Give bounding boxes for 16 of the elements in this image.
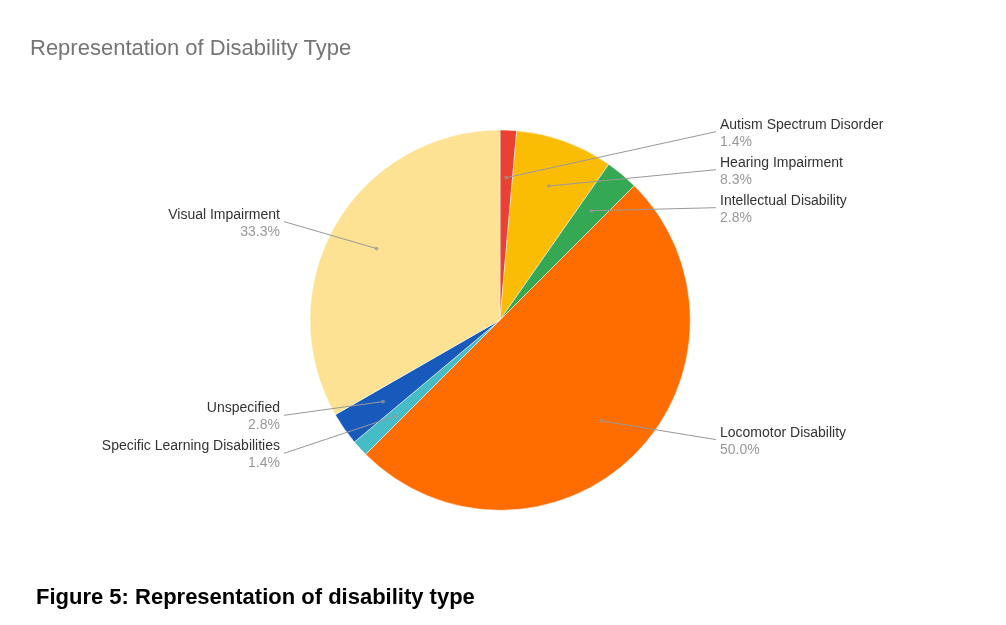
- data-label: 2.8%: [720, 208, 752, 225]
- chart-title: Representation of Disability Type: [30, 35, 352, 60]
- slice-label: Autism Spectrum Disorder: [720, 115, 884, 132]
- data-label: 2.8%: [248, 416, 280, 433]
- data-label: 8.3%: [720, 170, 752, 187]
- slice-label: Unspecified: [206, 399, 280, 416]
- slice-label: Specific Learning Disabilities: [101, 437, 280, 454]
- data-label: 1.4%: [248, 454, 280, 471]
- slice-label: Hearing Impairment: [720, 153, 844, 170]
- data-label: 50.0%: [720, 440, 760, 457]
- slice-label: Intellectual Disability: [720, 191, 847, 208]
- data-label: 33.3%: [240, 222, 280, 239]
- data-label: 1.4%: [720, 132, 752, 149]
- slice-label: Visual Impairment: [168, 205, 281, 222]
- caption: Figure 5: Representation of disability type: [36, 584, 475, 609]
- slice-label: Locomotor Disability: [720, 423, 847, 440]
